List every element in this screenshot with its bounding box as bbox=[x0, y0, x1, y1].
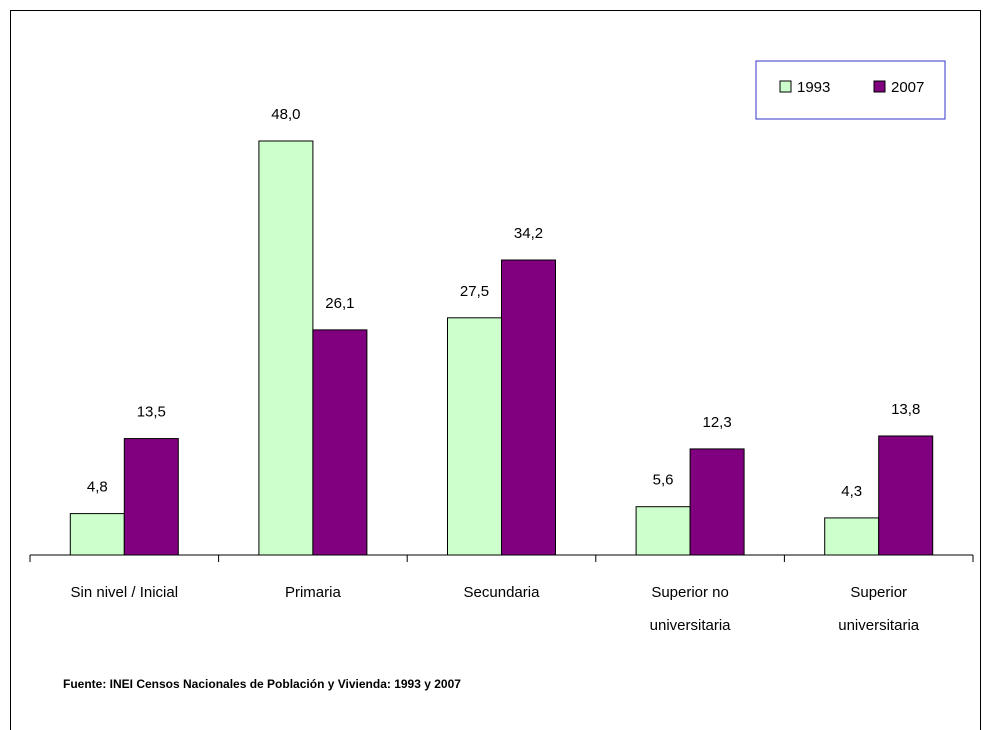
bar-chart: 4,8 13,5 48,0 26,1 27,5 34,2 5,6 12,3 4,3 13,8 Si… bbox=[29, 60, 974, 634]
legend: 1993 2007 bbox=[755, 60, 946, 120]
data-label-2007: 34,2 bbox=[514, 225, 543, 242]
data-label-1993: 27,5 bbox=[460, 283, 489, 300]
chart-frame bbox=[10, 10, 981, 730]
category-labels-layer: Sin nivel / Inicial Primaria Secundaria Sup… bbox=[71, 584, 920, 634]
bar-1993 bbox=[69, 513, 125, 556]
data-label-2007: 13,5 bbox=[137, 404, 166, 421]
category-label: Superior no bbox=[651, 584, 729, 601]
category-label: Sin nivel / Inicial bbox=[71, 584, 179, 601]
data-label-1993: 4,3 bbox=[841, 483, 862, 500]
bar-1993 bbox=[824, 517, 880, 556]
bars-layer bbox=[69, 140, 934, 556]
bar-2007 bbox=[878, 435, 934, 556]
data-label-1993: 4,8 bbox=[87, 479, 108, 496]
legend-swatch-2007 bbox=[873, 80, 886, 93]
legend-label-1993: 1993 bbox=[797, 79, 830, 96]
data-label-1993: 5,6 bbox=[653, 472, 674, 489]
data-label-2007: 13,8 bbox=[891, 401, 920, 418]
bar-2007 bbox=[312, 329, 368, 556]
category-label: universitaria bbox=[838, 617, 920, 634]
category-label: universitaria bbox=[650, 617, 732, 634]
bar-2007 bbox=[689, 448, 745, 556]
bar-1993 bbox=[635, 506, 691, 556]
data-label-2007: 26,1 bbox=[325, 295, 354, 312]
bar-1993 bbox=[258, 140, 314, 556]
legend-label-2007: 2007 bbox=[891, 79, 924, 96]
legend-swatch-1993 bbox=[779, 80, 792, 93]
category-label: Primaria bbox=[285, 584, 341, 601]
bar-2007 bbox=[123, 438, 179, 556]
category-label: Superior bbox=[850, 584, 907, 601]
category-label: Secundaria bbox=[464, 584, 541, 601]
bar-2007 bbox=[501, 259, 556, 556]
data-labels-layer: 4,8 13,5 48,0 26,1 27,5 34,2 5,6 12,3 4,3 13,8 bbox=[87, 106, 920, 500]
axis-layer bbox=[29, 554, 974, 562]
data-label-1993: 48,0 bbox=[271, 106, 300, 123]
source-note: Fuente: INEI Censos Nacionales de Poblac… bbox=[63, 677, 461, 691]
bar-1993 bbox=[447, 317, 502, 556]
data-label-2007: 12,3 bbox=[702, 414, 731, 431]
